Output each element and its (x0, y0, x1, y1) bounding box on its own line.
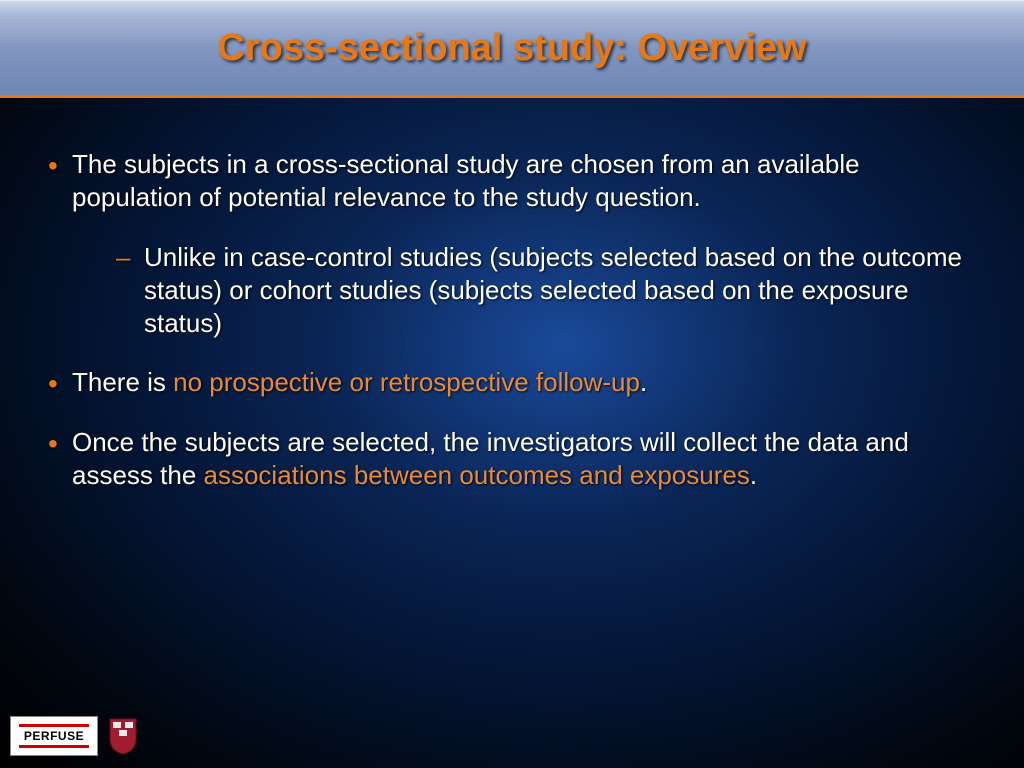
bullet-text-highlight: associations between outcomes and exposu… (204, 460, 750, 490)
bullet-text-pre: There is (72, 367, 173, 397)
bullet-text-post: . (750, 460, 757, 490)
bullet-item: There is no prospective or retrospective… (42, 366, 982, 399)
bullet-text-highlight: no prospective or retrospective follow-u… (173, 367, 640, 397)
sub-bullet-list: Unlike in case-control studies (subjects… (72, 241, 982, 341)
slide-title: Cross-sectional study: Overview (217, 27, 806, 70)
bullet-list: The subjects in a cross-sectional study … (42, 148, 982, 492)
sub-bullet-text: Unlike in case-control studies (subjects… (144, 242, 962, 339)
sub-bullet-item: Unlike in case-control studies (subjects… (72, 241, 982, 341)
slide-body: The subjects in a cross-sectional study … (0, 98, 1024, 492)
perfuse-logo: PERFUSE (10, 716, 98, 756)
bullet-text: The subjects in a cross-sectional study … (72, 149, 860, 212)
bullet-text-post: . (640, 367, 647, 397)
perfuse-bar-icon (19, 724, 89, 727)
bullet-item: Once the subjects are selected, the inve… (42, 426, 982, 493)
bullet-item: The subjects in a cross-sectional study … (42, 148, 982, 340)
perfuse-bar-icon (19, 745, 89, 748)
shield-logo-icon (108, 717, 138, 755)
title-bar: Cross-sectional study: Overview (0, 0, 1024, 98)
logo-area: PERFUSE (10, 716, 138, 756)
perfuse-label: PERFUSE (24, 729, 84, 743)
